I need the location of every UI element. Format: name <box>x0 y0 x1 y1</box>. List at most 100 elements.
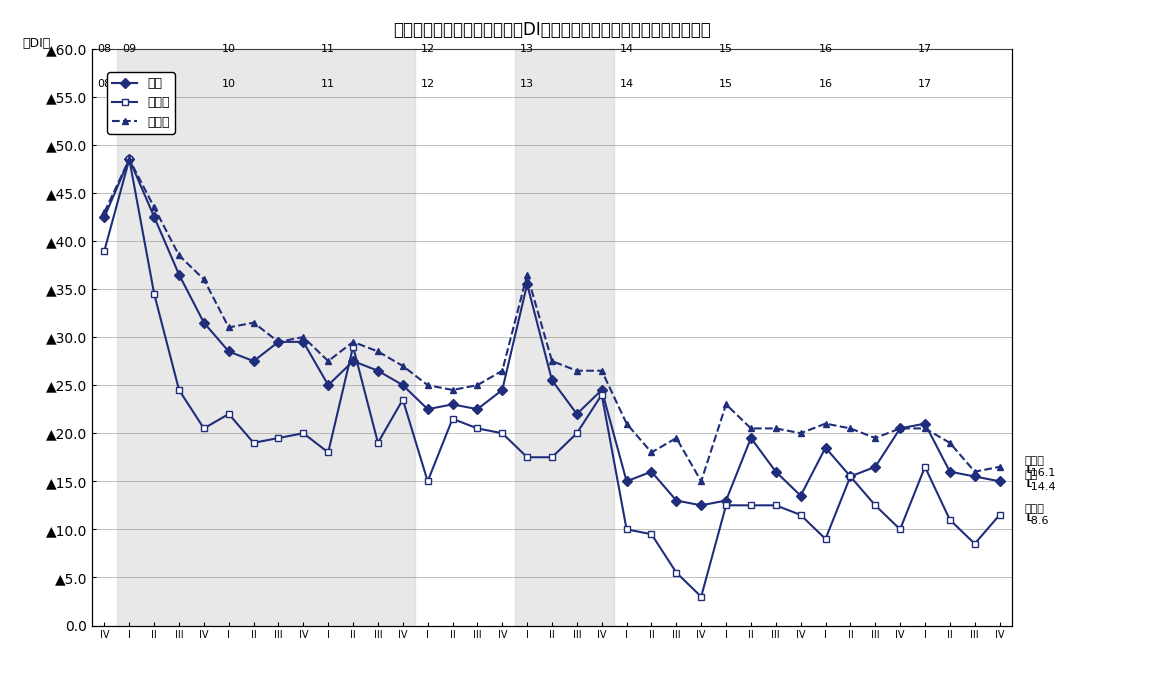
全体 <box>247 357 261 366</box>
小規模 <box>894 424 907 432</box>
全体 <box>98 213 112 221</box>
中規模 <box>496 429 509 437</box>
中規模 <box>769 501 783 509</box>
中規模 <box>396 395 409 404</box>
全体 <box>570 410 584 418</box>
小規模 <box>346 338 360 346</box>
Line: 全体: 全体 <box>101 156 1003 509</box>
中規模 <box>793 511 807 519</box>
全体 <box>371 366 385 375</box>
小規模 <box>321 357 335 366</box>
小規模 <box>222 323 236 332</box>
小規模 <box>968 468 982 476</box>
Text: 13: 13 <box>520 79 534 89</box>
Bar <box>117 49 415 626</box>
全体 <box>918 420 932 428</box>
小規模 <box>496 366 509 375</box>
小規模 <box>669 434 683 442</box>
Bar <box>515 49 614 626</box>
全体 <box>894 424 907 432</box>
全体 <box>819 443 833 452</box>
Text: 09: 09 <box>122 79 137 89</box>
中規模 <box>147 290 161 298</box>
Text: 14: 14 <box>620 79 634 89</box>
Text: 全体
┖14.4: 全体 ┖14.4 <box>1025 471 1056 492</box>
全体 <box>868 463 882 471</box>
小規模 <box>644 448 658 457</box>
全体 <box>520 280 534 288</box>
中規模 <box>197 424 210 432</box>
小規模 <box>744 424 758 432</box>
全体 <box>719 496 733 505</box>
中規模 <box>321 448 335 457</box>
小規模 <box>520 270 534 279</box>
全体 <box>695 501 708 509</box>
全体 <box>271 338 285 346</box>
中規模 <box>172 386 186 394</box>
Title: 業況判断（「好転－悪化」）DIの推移（規模別・前期比季節調整値）: 業況判断（「好転－悪化」）DIの推移（規模別・前期比季節調整値） <box>393 21 711 39</box>
小規模 <box>843 424 857 432</box>
Text: 08: 08 <box>98 79 112 89</box>
全体 <box>793 491 807 500</box>
全体 <box>644 468 658 476</box>
全体 <box>446 400 460 409</box>
小規模 <box>271 338 285 346</box>
中規模 <box>644 530 658 539</box>
中規模 <box>695 592 708 600</box>
小規模 <box>570 366 584 375</box>
小規模 <box>396 361 409 370</box>
中規模 <box>894 525 907 534</box>
小規模 <box>868 434 882 442</box>
Text: 11: 11 <box>321 44 335 54</box>
小規模 <box>98 208 112 216</box>
中規模 <box>744 501 758 509</box>
小規模 <box>595 366 608 375</box>
Legend: 全体, 中規模, 小規模: 全体, 中規模, 小規模 <box>107 72 175 133</box>
中規模 <box>122 155 136 163</box>
Text: 12: 12 <box>421 44 435 54</box>
中規模 <box>595 391 608 399</box>
中規模 <box>992 511 1006 519</box>
中規模 <box>247 439 261 447</box>
中規模 <box>297 429 310 437</box>
小規模 <box>918 424 932 432</box>
中規模 <box>371 439 385 447</box>
Y-axis label: （DI）: （DI） <box>23 37 51 50</box>
小規模 <box>719 400 733 409</box>
全体 <box>122 155 136 163</box>
中規模 <box>943 516 957 524</box>
中規模 <box>470 424 484 432</box>
中規模 <box>446 415 460 423</box>
全体 <box>346 357 360 366</box>
Text: 16: 16 <box>819 44 833 54</box>
小規模 <box>545 357 559 366</box>
中規模 <box>719 501 733 509</box>
小規模 <box>371 348 385 356</box>
小規模 <box>793 429 807 437</box>
小規模 <box>695 477 708 485</box>
Text: 17: 17 <box>918 79 932 89</box>
中規模 <box>98 246 112 254</box>
全体 <box>545 376 559 384</box>
Text: 11: 11 <box>321 79 335 89</box>
中規模 <box>271 434 285 442</box>
全体 <box>197 318 210 327</box>
全体 <box>769 468 783 476</box>
全体 <box>421 405 435 414</box>
小規模 <box>247 318 261 327</box>
Text: 13: 13 <box>520 44 534 54</box>
全体 <box>147 213 161 221</box>
Text: 10: 10 <box>222 44 236 54</box>
中規模 <box>222 410 236 418</box>
全体 <box>669 496 683 505</box>
小規模 <box>421 381 435 389</box>
小規模 <box>197 275 210 284</box>
中規模 <box>843 473 857 481</box>
全体 <box>843 473 857 481</box>
Text: 小規模
┖16.1: 小規模 ┖16.1 <box>1025 456 1056 477</box>
中規模 <box>520 453 534 461</box>
全体 <box>620 477 634 485</box>
全体 <box>396 381 409 389</box>
Text: 中規模
┖8.6: 中規模 ┖8.6 <box>1025 504 1049 526</box>
全体 <box>297 338 310 346</box>
